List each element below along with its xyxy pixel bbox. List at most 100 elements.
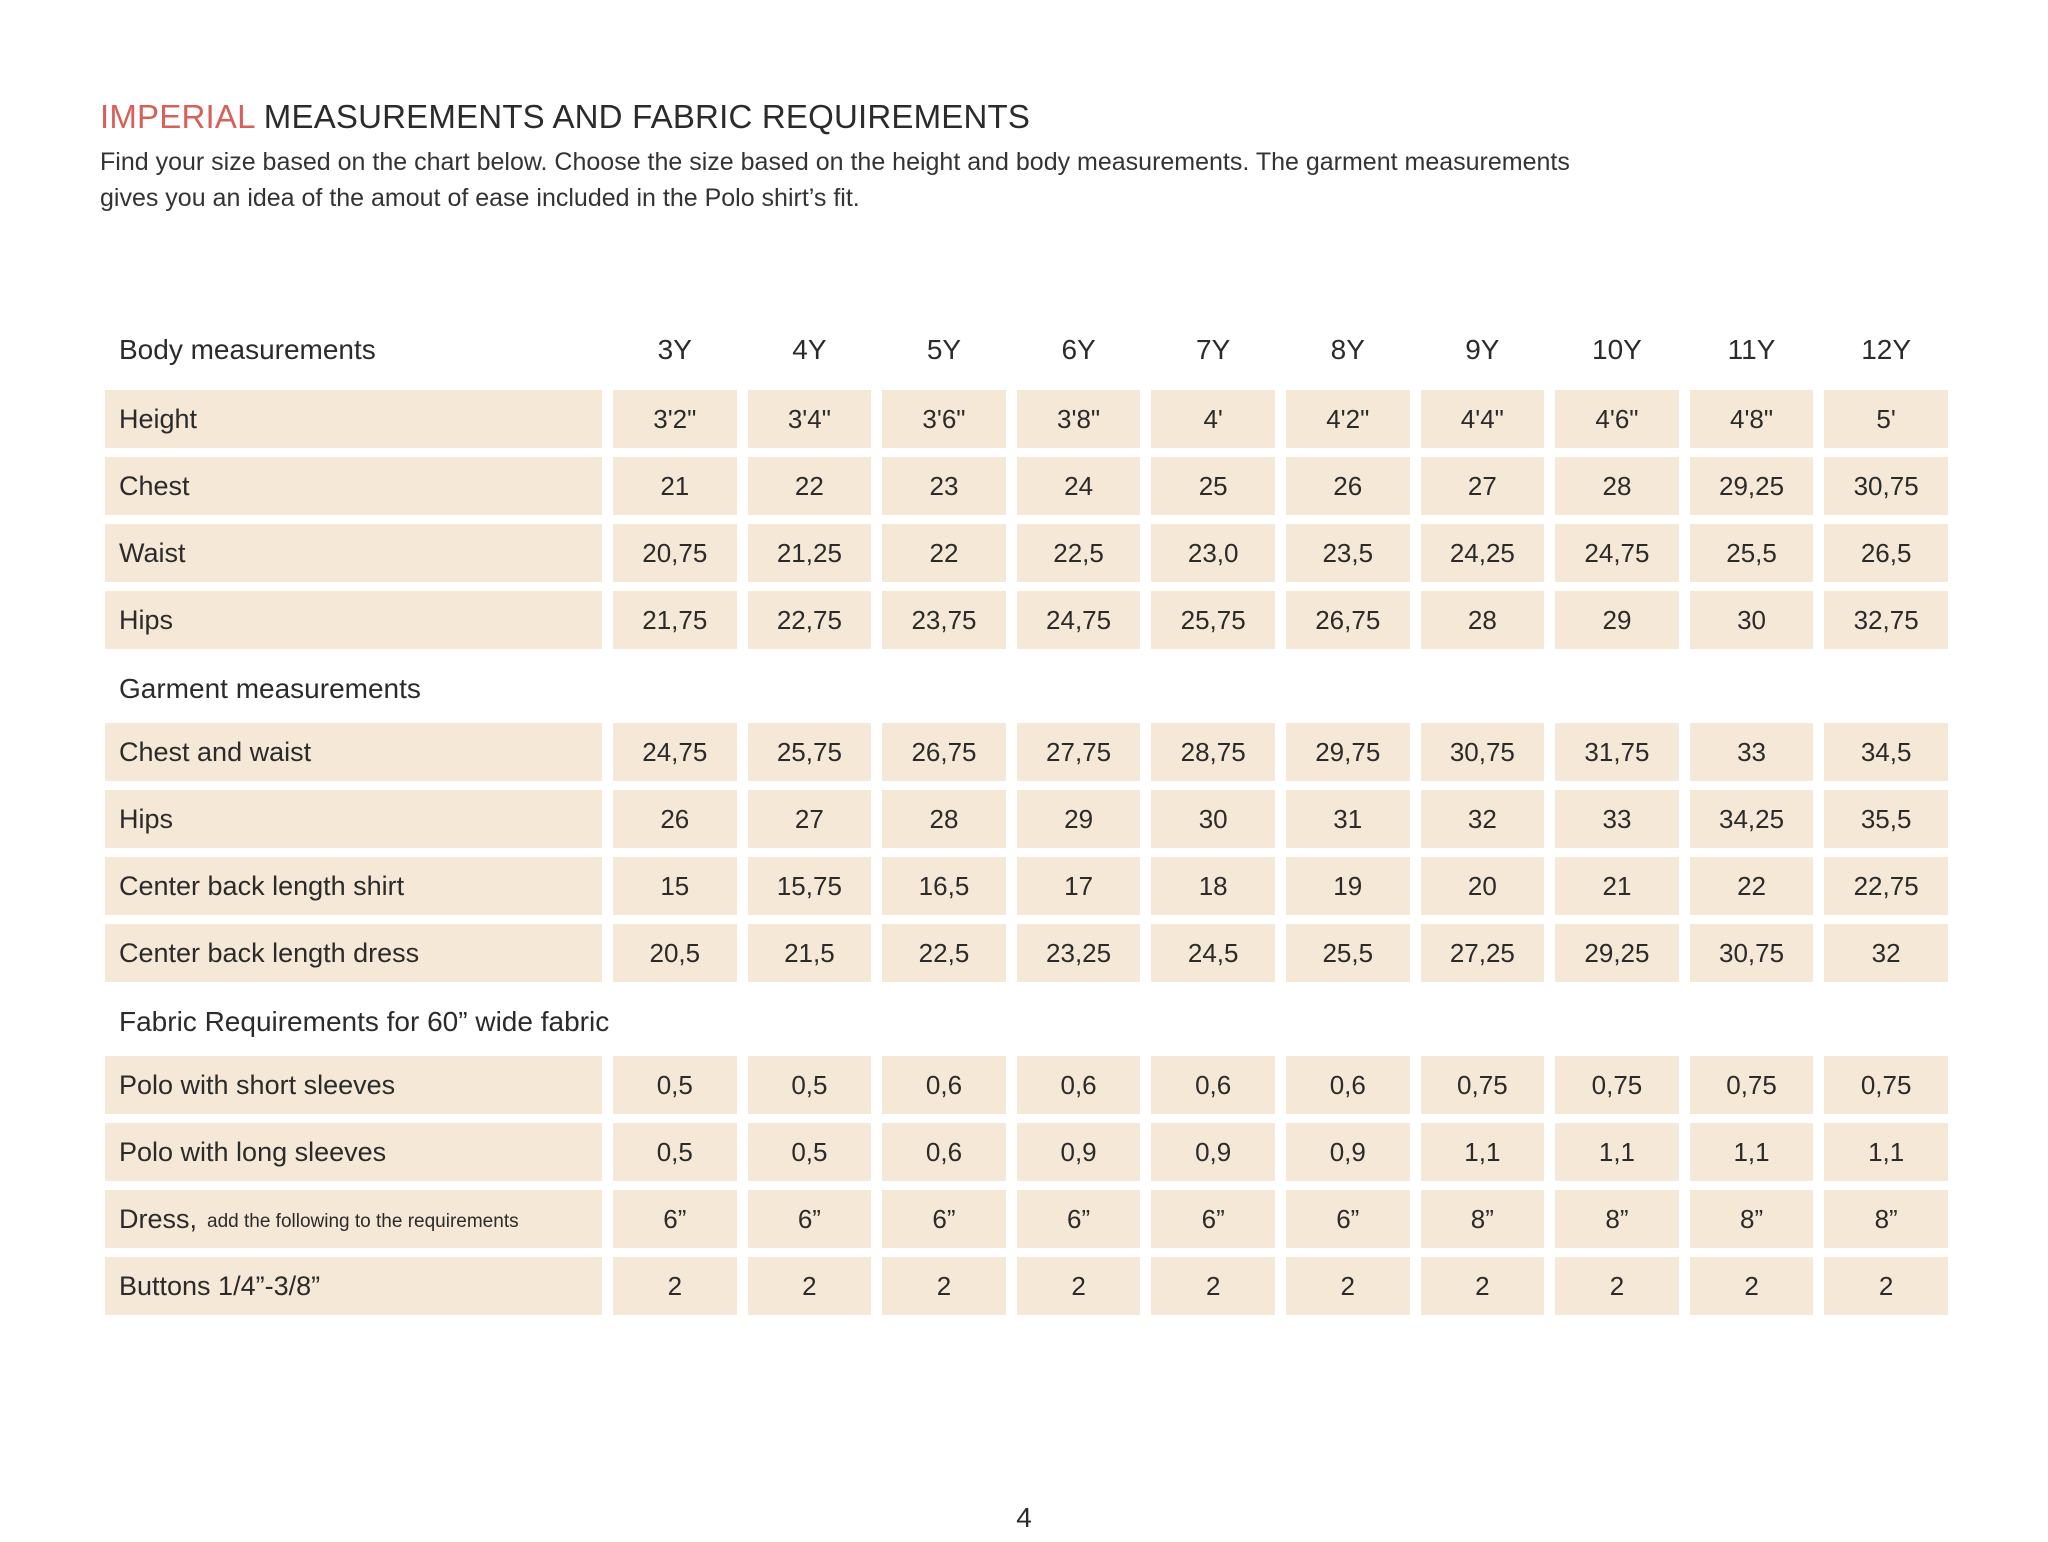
row-label: Center back length dress [119,937,420,968]
value-cell: 8” [1824,1190,1948,1248]
value-cell: 22,5 [882,924,1006,982]
value-cell: 23 [882,457,1006,515]
table-row: Waist 20,75 21,25 22 22,5 23,0 23,5 24,25 24,75 2… [105,524,1948,582]
value-cell: 0,6 [882,1056,1006,1114]
value-cell: 28,75 [1151,723,1275,781]
row-label-cell: Chest and waist [105,723,602,781]
value-cell: 4'2" [1285,390,1410,448]
size-chart-table: Body measurements 3Y 4Y 5Y 6Y 7Y 8Y 9Y 10Y 11Y 12… [105,328,1948,1315]
title-rest: MEASUREMENTS AND FABRIC REQUIREMENTS [263,98,1031,135]
size-header-cell: 5Y [926,334,962,365]
value-cell: 25,75 [1151,591,1275,649]
value-cell: 0,5 [613,1056,737,1114]
section-heading-fabric: Fabric Requirements for 60” wide fabric [119,1006,610,1037]
value-cell: 30,75 [1689,924,1814,982]
value-cell: 30 [1151,790,1275,848]
table-row: Height 3'2" 3'4" 3'6" 3'8" 4' 4'2" 4'4" 4'6" 4'8"… [105,390,1948,448]
value-cell: 20,75 [613,524,737,582]
value-cell: 21 [1555,857,1679,915]
size-header-cell: 3Y [657,334,692,365]
value-cell: 23,5 [1285,524,1410,582]
value-cell: 6” [1285,1190,1410,1248]
table-header-row: Body measurements 3Y 4Y 5Y 6Y 7Y 8Y 9Y 10Y 11Y 12… [105,328,1948,372]
value-cell: 23,0 [1151,524,1275,582]
value-cell: 2 [1420,1257,1545,1315]
value-cell: 21 [613,457,737,515]
value-cell: 28 [882,790,1006,848]
value-cell: 2 [613,1257,737,1315]
value-cell: 24,5 [1151,924,1275,982]
value-cell: 26 [1285,457,1410,515]
size-header-cell: 9Y [1465,334,1500,365]
size-header-cell: 12Y [1861,334,1912,365]
value-cell: 19 [1285,857,1410,915]
table-header-label-cell: Body measurements [105,328,602,372]
section-heading-garment: Garment measurements [119,673,421,704]
value-cell: 21,75 [613,591,737,649]
value-cell: 4'8" [1689,390,1814,448]
value-cell: 16,5 [882,857,1006,915]
size-header-cell: 6Y [1061,334,1096,365]
size-header-cell: 7Y [1196,334,1231,365]
size-header-cell: 4Y [792,334,827,365]
value-cell: 26,75 [882,723,1006,781]
value-cell: 25,75 [747,723,872,781]
value-cell: 8” [1689,1190,1814,1248]
row-label-cell: Polo with short sleeves [105,1056,602,1114]
value-cell: 22 [1689,857,1814,915]
value-cell: 0,6 [1016,1056,1141,1114]
value-cell: 21,5 [747,924,872,982]
value-cell: 4' [1151,390,1275,448]
value-cell: 3'8" [1016,390,1141,448]
value-cell: 2 [1689,1257,1814,1315]
value-cell: 22,75 [747,591,872,649]
value-cell: 26 [613,790,737,848]
value-cell: 0,6 [1151,1056,1275,1114]
value-cell: 2 [1151,1257,1275,1315]
size-header-cell: 10Y [1592,334,1642,365]
value-cell: 0,75 [1555,1056,1679,1114]
table-row: Dress, add the following to the requireme… [105,1190,1948,1248]
value-cell: 32 [1420,790,1545,848]
value-cell: 3'6" [882,390,1006,448]
row-label: Chest [119,470,190,501]
row-label-cell: Chest [105,457,602,515]
value-cell: 15 [613,857,737,915]
row-label: Chest and waist [119,736,312,767]
title-accent: IMPERIAL [100,98,255,135]
table-row: Buttons 1/4”-3/8” 2 2 2 2 2 2 2 2 2 2 [105,1257,1948,1315]
value-cell: 8” [1555,1190,1679,1248]
value-cell: 0,5 [613,1123,737,1181]
garment-measurements-rows: Chest and waist 24,75 25,75 26,75 27,75 28,75… [105,723,1948,982]
row-label-cell: Hips [105,591,602,649]
value-cell: 31 [1285,790,1410,848]
value-cell: 32 [1824,924,1948,982]
value-cell: 29,25 [1689,457,1814,515]
value-cell: 29,25 [1555,924,1679,982]
value-cell: 2 [747,1257,872,1315]
value-cell: 17 [1016,857,1141,915]
value-cell: 0,9 [1016,1123,1141,1181]
value-cell: 0,75 [1420,1056,1545,1114]
size-header-cell: 11Y [1727,334,1776,365]
value-cell: 34,5 [1824,723,1948,781]
row-label-cell: Dress, add the following to the requireme… [105,1190,602,1248]
value-cell: 22,5 [1016,524,1141,582]
value-cell: 2 [882,1257,1006,1315]
table-row: Hips 21,75 22,75 23,75 24,75 25,75 26,75 28 29 30… [105,591,1948,649]
row-label: Dress, [119,1203,198,1234]
document-page: { "accent_color": "#d8605a", "cell_bg": … [0,98,2048,1542]
value-cell: 2 [1016,1257,1141,1315]
value-cell: 25 [1151,457,1275,515]
table-row: Polo with long sleeves 0,5 0,5 0,6 0,9 0,9 0,9… [105,1123,1948,1181]
fabric-requirements-rows: Polo with short sleeves 0,5 0,5 0,6 0,6 0,6 0,… [105,1056,1948,1315]
row-label-cell: Waist [105,524,602,582]
value-cell: 30,75 [1420,723,1545,781]
value-cell: 6” [1016,1190,1141,1248]
table-row: Polo with short sleeves 0,5 0,5 0,6 0,6 0,6 0,… [105,1056,1948,1114]
row-label: Hips [119,604,174,635]
value-cell: 24,75 [613,723,737,781]
row-label: Height [119,403,198,434]
table-row: Chest 21 22 23 24 25 26 27 28 29,25 30,75 [105,457,1948,515]
value-cell: 22,75 [1824,857,1948,915]
